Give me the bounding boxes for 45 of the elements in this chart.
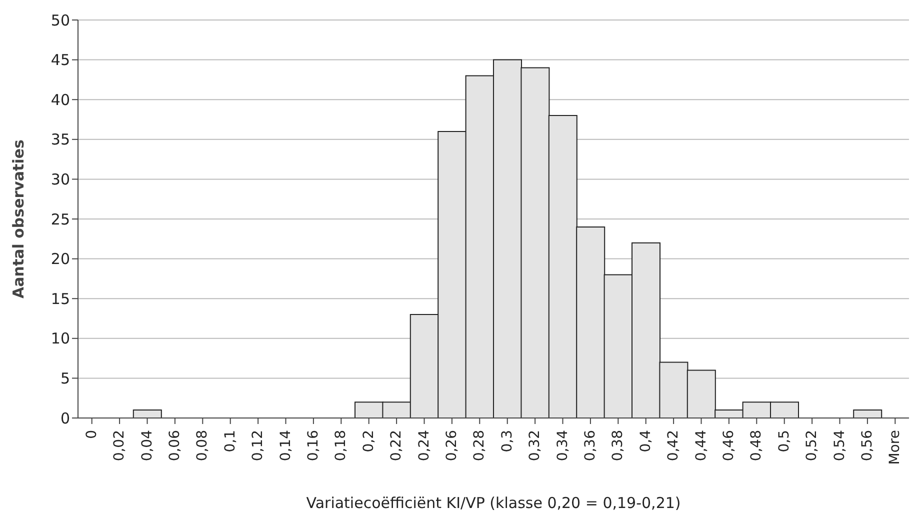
x-tick-label: 0,46 xyxy=(720,430,737,462)
y-tick-label: 35 xyxy=(50,130,70,149)
x-tick-label: 0,34 xyxy=(554,430,571,462)
y-axis-title: Aantal observaties xyxy=(9,139,28,298)
y-tick-label: 10 xyxy=(50,330,70,348)
x-tick-label: 0,14 xyxy=(278,430,294,462)
x-tick-label: 0,32 xyxy=(527,430,544,462)
x-tick-label: 0 xyxy=(84,430,100,439)
y-tick-label: 15 xyxy=(50,290,70,308)
x-tick-label: 0,08 xyxy=(194,430,211,462)
x-tick-label: 0,22 xyxy=(388,430,405,462)
y-tick-label: 20 xyxy=(50,250,70,268)
x-tick-label: 0,3 xyxy=(499,430,516,452)
y-tick-label: 30 xyxy=(50,170,70,189)
x-tick-label: 0,52 xyxy=(804,430,820,462)
x-tick-label: 0,24 xyxy=(416,430,432,462)
x-tick-label: 0,26 xyxy=(444,430,460,462)
x-tick-label: 0,38 xyxy=(610,430,626,462)
x-tick-label: More xyxy=(887,430,904,465)
bar xyxy=(132,410,162,418)
x-tick-label: 0,42 xyxy=(666,430,682,462)
x-tick-label: 0,04 xyxy=(139,430,156,462)
y-tick-label: 40 xyxy=(50,90,70,109)
x-tick-label: 0,5 xyxy=(776,430,792,452)
x-tick-label: 0,48 xyxy=(748,430,765,462)
x-tick-label: 0,2 xyxy=(360,430,377,452)
x-tick-label: 0,16 xyxy=(305,430,322,462)
y-tick-label: 0 xyxy=(60,409,70,428)
x-tick-label: 0,1 xyxy=(222,430,238,452)
x-tick-label: 0,02 xyxy=(112,430,128,462)
x-tick-label: 0,12 xyxy=(250,430,266,462)
x-tick-label: 0,4 xyxy=(638,430,654,452)
y-tick-label: 45 xyxy=(50,51,70,70)
x-tick-label: 0,54 xyxy=(832,430,848,462)
x-tick-label: 0,36 xyxy=(582,430,598,462)
x-tick-label: 0,56 xyxy=(859,430,876,462)
y-tick-label: 50 xyxy=(50,11,70,30)
x-tick-label: 0,44 xyxy=(693,430,710,462)
bar xyxy=(853,410,882,418)
y-tick-label: 5 xyxy=(60,370,70,388)
x-tick-label: 0,28 xyxy=(472,430,488,462)
x-tick-label: 0,18 xyxy=(333,430,350,462)
x-tick-label: 0,06 xyxy=(166,430,183,462)
y-tick-label: 25 xyxy=(50,210,70,228)
x-axis-title: Variatiecoëfficiënt KI/VP (klasse 0,20 = 0,19-0,21) xyxy=(306,494,681,512)
